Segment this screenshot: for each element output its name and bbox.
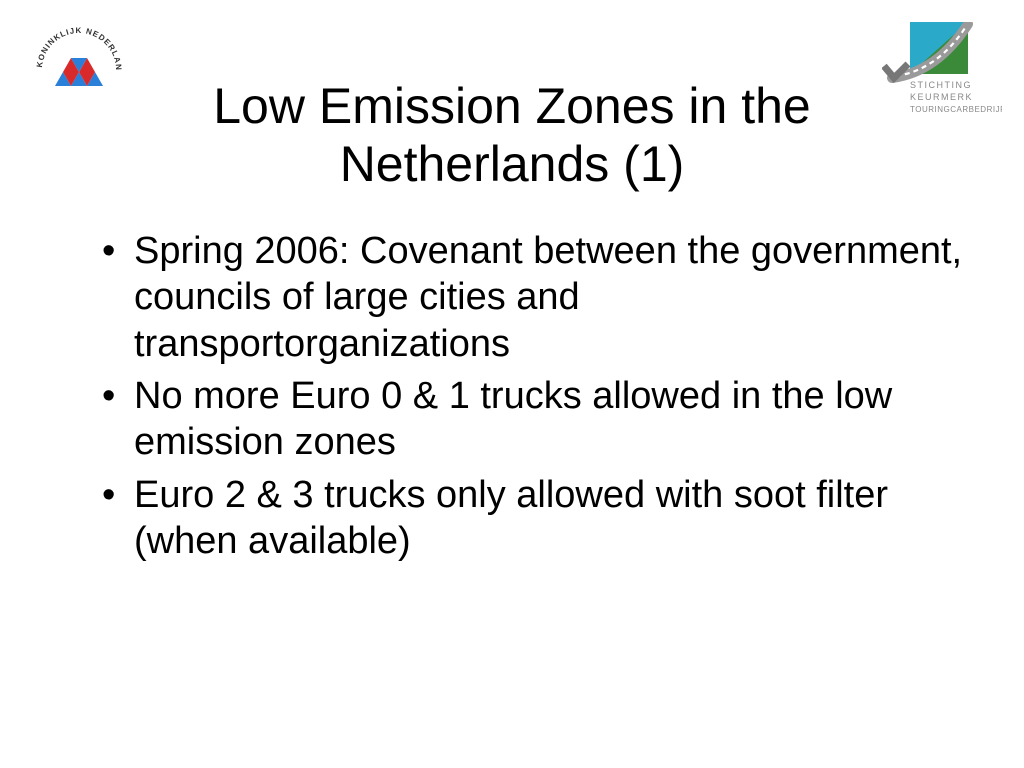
bullet-item: Euro 2 & 3 trucks only allowed with soot… xyxy=(92,472,964,565)
bullet-item: No more Euro 0 & 1 trucks allowed in the… xyxy=(92,373,964,466)
bullet-item: Spring 2006: Covenant between the govern… xyxy=(92,228,964,367)
bullet-list: Spring 2006: Covenant between the govern… xyxy=(92,228,964,571)
slide-title: Low Emission Zones in the Netherlands (1… xyxy=(0,78,1024,193)
